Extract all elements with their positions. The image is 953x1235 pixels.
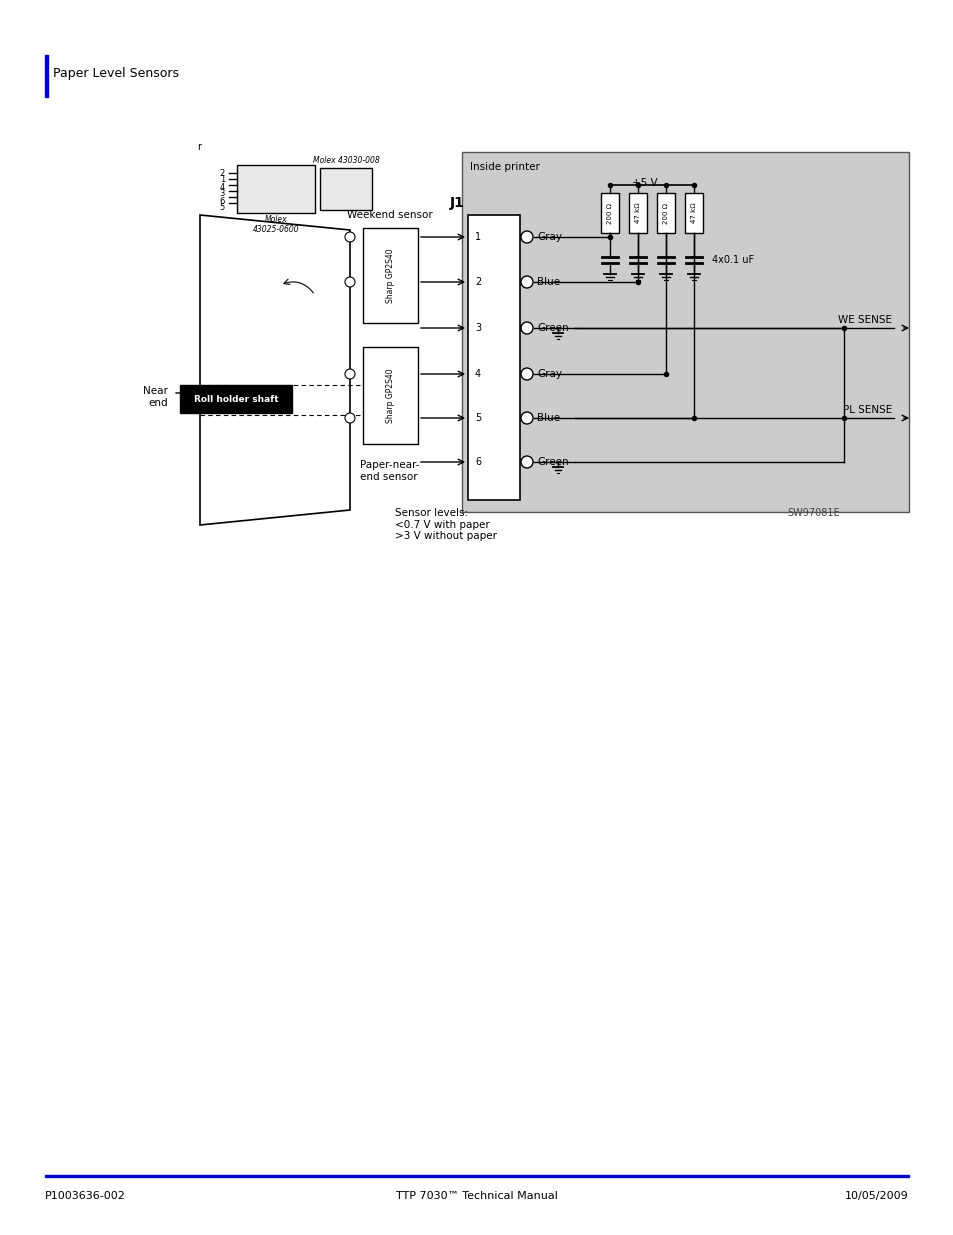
Text: 3: 3	[475, 324, 480, 333]
Text: Sharp GP2S40: Sharp GP2S40	[386, 368, 395, 422]
Bar	[45, 56, 48, 98]
Circle shape	[520, 368, 533, 380]
Text: 4: 4	[475, 369, 480, 379]
Text: 5: 5	[475, 412, 480, 424]
Circle shape	[345, 412, 355, 424]
Circle shape	[520, 322, 533, 333]
Text: P1003636-002: P1003636-002	[45, 1191, 126, 1200]
Bar	[180, 385, 292, 412]
Text: 10/05/2009: 10/05/2009	[844, 1191, 908, 1200]
Text: 47 kΩ: 47 kΩ	[635, 203, 640, 224]
Text: 3: 3	[219, 189, 225, 199]
Text: Near
end: Near end	[143, 387, 168, 408]
Text: 6: 6	[219, 196, 225, 205]
Text: 1: 1	[475, 232, 480, 242]
Text: 200 Ω: 200 Ω	[606, 203, 613, 224]
Bar	[363, 347, 417, 445]
Circle shape	[520, 275, 533, 288]
Bar	[319, 168, 372, 210]
Bar	[363, 228, 417, 324]
Circle shape	[520, 231, 533, 243]
Text: Blue: Blue	[537, 412, 559, 424]
Text: 4x0.1 uF: 4x0.1 uF	[711, 254, 753, 266]
Text: Blue: Blue	[537, 277, 559, 287]
Circle shape	[520, 456, 533, 468]
Text: Paper Level Sensors: Paper Level Sensors	[53, 67, 179, 79]
Text: +5 V: +5 V	[632, 178, 658, 188]
Circle shape	[520, 412, 533, 424]
Text: 1: 1	[219, 175, 225, 184]
Circle shape	[345, 369, 355, 379]
Text: Sensor levels:
<0.7 V with paper
>3 V without paper: Sensor levels: <0.7 V with paper >3 V wi…	[395, 508, 497, 541]
Bar	[468, 215, 519, 500]
Text: r: r	[196, 142, 201, 152]
Bar	[236, 165, 314, 212]
Text: WE SENSE: WE SENSE	[837, 315, 891, 325]
Text: 4: 4	[219, 183, 225, 191]
Bar	[657, 193, 675, 233]
Text: Molex 43030-008: Molex 43030-008	[313, 156, 379, 165]
Bar	[600, 193, 618, 233]
Bar	[628, 193, 646, 233]
Text: Inside printer: Inside printer	[470, 162, 539, 172]
Text: 5: 5	[219, 204, 225, 212]
Text: Gray: Gray	[537, 369, 561, 379]
Text: Green: Green	[537, 457, 568, 467]
Text: Gray: Gray	[537, 232, 561, 242]
Text: J1: J1	[450, 196, 464, 210]
Text: Roll holder shaft: Roll holder shaft	[193, 394, 278, 404]
Circle shape	[345, 232, 355, 242]
Bar	[45, 1174, 908, 1177]
Text: Sharp GP2S40: Sharp GP2S40	[386, 248, 395, 303]
Text: PL SENSE: PL SENSE	[841, 405, 891, 415]
Text: Green: Green	[537, 324, 568, 333]
Text: 47 kΩ: 47 kΩ	[690, 203, 697, 224]
Text: 200 Ω: 200 Ω	[662, 203, 668, 224]
Text: 2: 2	[475, 277, 480, 287]
Text: Molex
43025-0600: Molex 43025-0600	[253, 215, 299, 235]
Polygon shape	[200, 215, 350, 525]
Text: SW97081E: SW97081E	[786, 508, 840, 517]
Text: Weekend sensor: Weekend sensor	[347, 210, 433, 220]
Text: 2: 2	[219, 168, 225, 178]
Bar	[461, 152, 908, 513]
Text: 6: 6	[475, 457, 480, 467]
Text: Paper-near-
end sensor: Paper-near- end sensor	[359, 459, 419, 482]
Circle shape	[345, 277, 355, 287]
Bar	[684, 193, 702, 233]
Text: TTP 7030™ Technical Manual: TTP 7030™ Technical Manual	[395, 1191, 558, 1200]
